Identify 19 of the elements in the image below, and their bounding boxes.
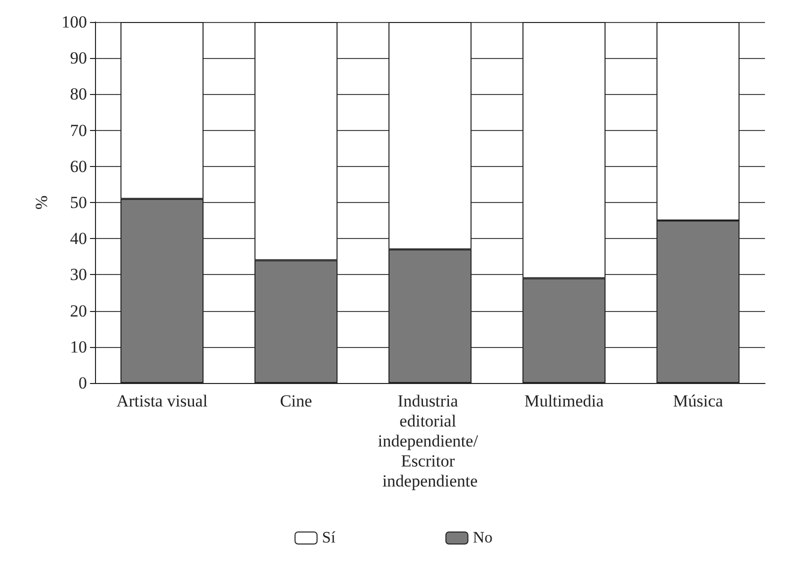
y-tick-label: 90: [70, 48, 87, 68]
legend-label: No: [472, 530, 492, 546]
x-tick-label: Industria editorial independiente/ Escritor independiente: [378, 392, 482, 490]
y-tick-label: 100: [62, 12, 87, 32]
y-tick-label: 30: [70, 265, 87, 284]
y-tick-label: 60: [70, 156, 87, 176]
y-axis-title: %: [32, 195, 51, 210]
y-tick-label: 20: [70, 301, 87, 320]
x-tick-label: Cine: [280, 392, 312, 410]
y-tick-label: 0: [78, 374, 87, 392]
y-tick-label: 50: [70, 193, 87, 212]
y-tick-label: 10: [70, 337, 87, 356]
x-tick-label: Multimedia: [524, 392, 604, 410]
x-tick-label: Música: [672, 392, 724, 410]
y-tick-label: 40: [70, 229, 87, 248]
x-tick-label: Artista visual: [116, 392, 208, 410]
y-tick-label: 70: [70, 120, 87, 140]
y-tick-label: 80: [70, 84, 87, 104]
legend-label: Sí: [322, 530, 336, 546]
